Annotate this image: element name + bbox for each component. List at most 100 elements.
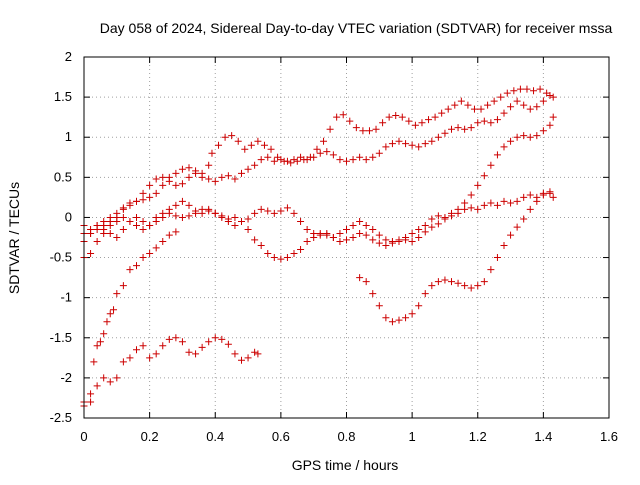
data-point xyxy=(119,225,127,233)
data-point xyxy=(333,113,341,121)
data-point xyxy=(244,215,252,223)
data-point xyxy=(277,207,285,215)
data-point xyxy=(516,85,524,93)
data-point xyxy=(192,350,200,358)
data-point xyxy=(257,242,265,250)
data-point xyxy=(310,153,318,161)
data-point xyxy=(382,242,390,250)
data-point xyxy=(408,229,416,237)
data-point xyxy=(343,236,350,244)
data-point xyxy=(362,231,370,239)
data-point xyxy=(267,145,275,153)
data-point xyxy=(270,157,278,165)
data-point xyxy=(402,140,410,148)
data-points xyxy=(80,85,557,410)
data-point xyxy=(382,143,390,151)
data-point xyxy=(224,172,232,180)
data-point xyxy=(192,169,200,177)
data-point xyxy=(362,221,370,229)
data-point xyxy=(172,212,180,220)
data-point xyxy=(474,181,482,189)
data-point xyxy=(513,133,521,141)
data-point xyxy=(208,149,216,157)
data-point xyxy=(461,205,469,213)
data-point xyxy=(205,161,213,169)
data-point xyxy=(106,310,114,318)
data-point xyxy=(474,205,482,213)
data-point xyxy=(546,121,554,129)
data-point xyxy=(87,390,95,398)
data-point xyxy=(146,250,154,258)
data-point xyxy=(434,220,442,228)
data-point xyxy=(375,302,383,310)
data-point xyxy=(241,145,249,153)
data-point xyxy=(185,212,193,220)
data-point xyxy=(165,335,173,343)
data-point xyxy=(497,93,505,101)
data-point xyxy=(146,193,154,201)
y-tick-label: 1.5 xyxy=(54,89,72,104)
data-point xyxy=(395,316,403,324)
data-point xyxy=(392,112,400,120)
data-point xyxy=(329,234,337,241)
data-point xyxy=(119,358,127,366)
data-point xyxy=(119,282,127,290)
data-point xyxy=(159,181,167,189)
series-track-1 xyxy=(80,85,557,237)
data-point xyxy=(507,137,515,145)
data-point xyxy=(133,197,140,205)
data-point xyxy=(444,105,452,113)
data-point xyxy=(507,199,515,207)
data-point xyxy=(369,225,377,233)
data-point xyxy=(546,92,554,100)
data-point xyxy=(421,140,429,148)
y-tick-label: -1 xyxy=(60,290,72,305)
data-point xyxy=(211,177,219,185)
data-point xyxy=(172,181,180,189)
x-tick-label: 1.2 xyxy=(469,429,487,444)
data-point xyxy=(310,229,318,237)
data-point xyxy=(526,105,534,113)
data-point xyxy=(287,159,295,167)
data-point xyxy=(244,354,252,362)
data-point xyxy=(172,228,180,236)
data-point xyxy=(231,350,239,358)
data-point xyxy=(523,85,531,93)
data-point xyxy=(480,117,488,125)
y-tick-label: 1 xyxy=(65,129,72,144)
data-point xyxy=(549,93,557,101)
data-point xyxy=(165,177,173,185)
data-point xyxy=(87,250,95,258)
y-axis-label: SDTVAR / TECUs xyxy=(6,182,22,294)
data-point xyxy=(451,101,459,109)
data-point xyxy=(493,116,501,124)
data-point xyxy=(100,374,108,382)
data-point xyxy=(205,207,213,215)
data-point xyxy=(369,236,377,244)
data-point xyxy=(283,254,291,262)
y-tick-label: 2 xyxy=(65,49,72,64)
data-point xyxy=(441,215,449,223)
data-point xyxy=(480,201,488,209)
data-point xyxy=(329,151,337,159)
data-point xyxy=(257,156,265,164)
data-point xyxy=(434,212,442,220)
data-point xyxy=(106,229,114,237)
x-tick-label: 1.4 xyxy=(534,429,552,444)
axis-ticks: 0 0.2 0.4 0.6 0.8 1 1.2 1.4 1.6 -2.5 -2 -1.5 -1 -0.5 0… xyxy=(50,49,618,444)
data-point xyxy=(283,204,291,212)
data-point xyxy=(428,223,436,231)
data-point xyxy=(126,354,134,362)
data-point xyxy=(500,109,508,117)
data-point xyxy=(520,101,528,109)
data-point xyxy=(336,156,344,164)
data-point xyxy=(152,217,160,225)
data-point xyxy=(290,209,298,217)
series-track-4 xyxy=(80,113,557,250)
data-point xyxy=(507,231,515,239)
data-point xyxy=(152,189,160,197)
data-point xyxy=(448,209,455,217)
data-point xyxy=(487,119,495,127)
data-point xyxy=(251,236,259,244)
data-point xyxy=(185,201,193,209)
